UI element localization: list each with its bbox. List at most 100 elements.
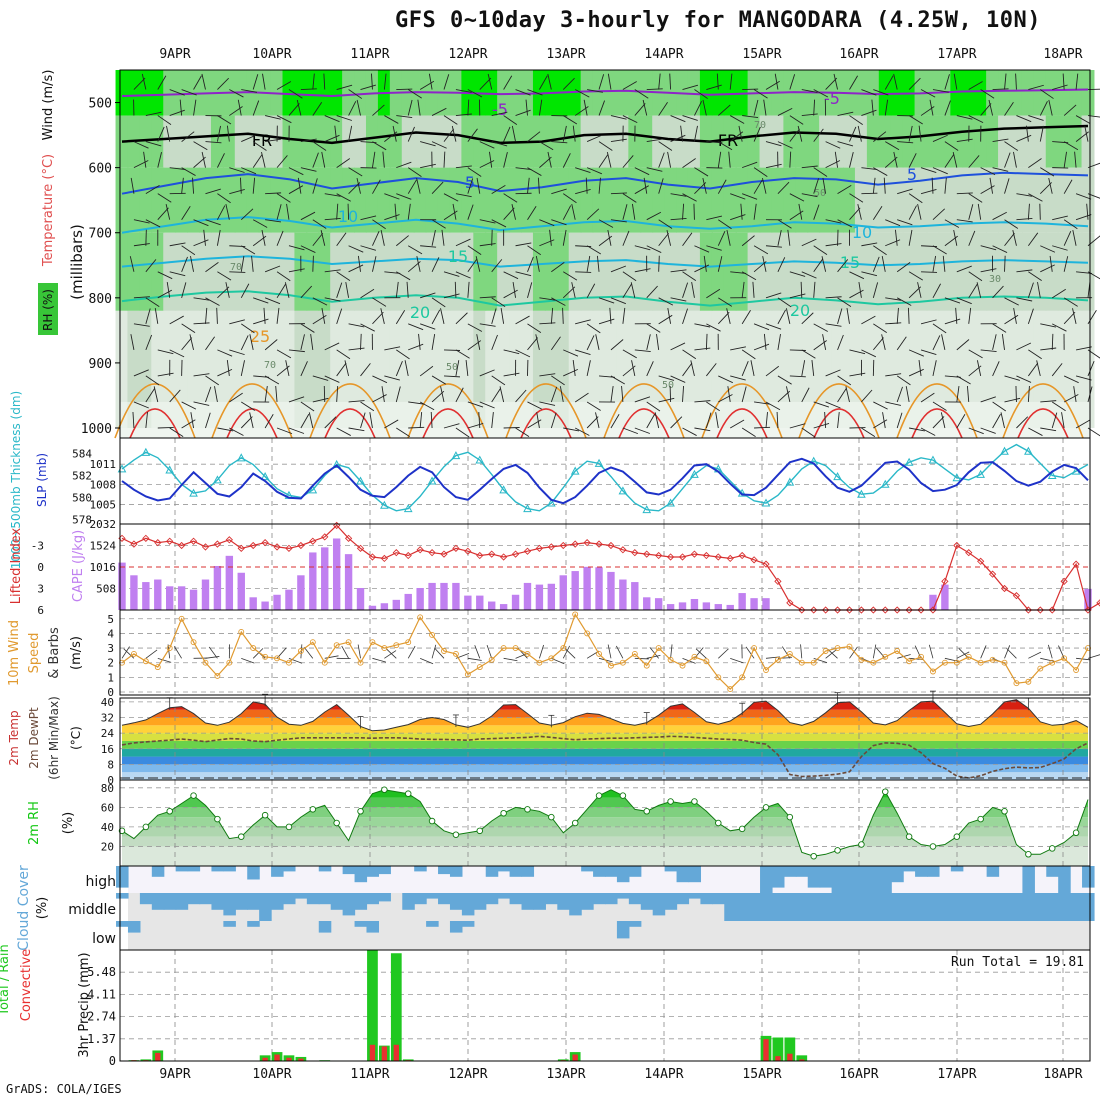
wind-barb	[467, 401, 484, 408]
wind-barb	[1004, 102, 1014, 116]
wind-barb	[324, 416, 337, 429]
wind-barb	[813, 204, 820, 220]
wind-speed-marker	[286, 659, 292, 666]
surface-wind-barb	[928, 644, 934, 659]
wind-barb	[240, 360, 245, 377]
cloud-cover-bar	[616, 921, 630, 939]
wind-speed-marker	[894, 648, 901, 654]
lifted-index-marker	[225, 536, 233, 544]
wind-barb	[454, 281, 457, 298]
wind-barb	[575, 189, 591, 195]
wind-barb	[288, 268, 305, 273]
wind-barb	[527, 282, 533, 298]
lifted-index-marker	[535, 544, 544, 553]
rh-shade-cell	[151, 70, 165, 116]
rh-shade-cell	[437, 167, 451, 233]
rh-shade-cell	[866, 70, 880, 116]
rh-shade-cell	[723, 70, 737, 116]
wind-barb	[658, 219, 673, 229]
li-tick-label: 6	[37, 604, 44, 617]
rh-shade-cell	[354, 70, 367, 116]
wind-barb	[742, 115, 759, 118]
wind-barb	[145, 259, 157, 273]
wind-barb	[527, 89, 543, 96]
surface-wind-barb	[357, 644, 361, 659]
cloud-cover-bar	[712, 893, 725, 905]
wind-barb	[130, 177, 135, 194]
wind-barb	[169, 242, 186, 247]
isotherm-line	[121, 171, 1089, 195]
wind-barb	[622, 155, 634, 168]
cloud-cover-bar	[688, 866, 702, 883]
wind-barb	[607, 229, 612, 246]
wind-barb	[181, 177, 184, 194]
wind-barb	[658, 375, 675, 381]
wind-barb	[718, 375, 733, 384]
wind-barb	[226, 125, 230, 142]
wind-barb	[428, 73, 433, 90]
wind-barb	[634, 89, 649, 99]
surface-wind-barb	[562, 645, 571, 659]
wind-barb	[1048, 177, 1053, 194]
wind-barb	[1048, 99, 1053, 116]
rh-shade-cell	[401, 167, 415, 233]
lifted-index-marker	[965, 549, 973, 557]
wind-axis-label: Wind (m/s)	[41, 70, 56, 141]
wind-speed-marker	[822, 648, 829, 654]
wind-barb	[550, 307, 554, 324]
wind-barb	[896, 307, 899, 324]
wind-barb	[968, 115, 984, 124]
wind-barb	[968, 271, 983, 282]
wind-barb	[905, 386, 910, 403]
cape-bar	[356, 587, 365, 610]
isotherm-30-arc	[813, 408, 865, 439]
wind-barb	[1040, 264, 1055, 273]
wind-speed-marker	[214, 672, 221, 679]
isotherm-25-arc	[603, 383, 685, 439]
surface-wind-barb	[718, 648, 729, 659]
wind-barb	[741, 161, 758, 169]
wind-barb	[1036, 360, 1041, 377]
wind-barb	[622, 230, 630, 246]
wind-barb	[667, 151, 672, 168]
wind-barb	[825, 296, 842, 299]
wind-speed-marker	[536, 659, 543, 666]
wind-barb	[980, 103, 992, 116]
wind-barb	[1016, 342, 1032, 351]
wind-speed-marker	[989, 656, 996, 663]
rh-shade-cell	[819, 167, 833, 233]
wind-barb	[885, 401, 901, 406]
rh-contour-label: 50	[446, 362, 458, 373]
rh-shade-cell	[616, 232, 630, 311]
wind-barb	[801, 427, 816, 438]
2m-rh-marker	[858, 841, 865, 848]
wind-barb	[646, 88, 663, 90]
wind-barb	[881, 334, 886, 350]
cloud-cover-bar	[449, 893, 463, 910]
wind-barb	[451, 125, 457, 142]
lifted-index-marker	[655, 551, 663, 560]
wind-barb	[323, 73, 326, 90]
surface-wind-barb	[649, 647, 659, 659]
rh-shade-cell	[616, 310, 630, 428]
wind-barb	[312, 232, 324, 247]
rh-shade-cell	[676, 167, 689, 233]
rh-shade-cell	[938, 115, 952, 168]
wind-barb	[395, 309, 406, 325]
wind-barb	[705, 333, 708, 350]
wind-barb	[491, 308, 497, 324]
wind-barb	[670, 416, 683, 429]
rh-shade-cell	[926, 167, 940, 233]
wind-barb	[527, 177, 530, 194]
wind-barb	[347, 203, 350, 220]
rh-shade-cell	[1033, 70, 1047, 116]
wind-barb	[264, 386, 268, 403]
2m-rh-marker	[500, 809, 507, 817]
wind-barb	[682, 84, 699, 90]
wind-barb	[1004, 375, 1021, 381]
2m-rh-marker	[476, 827, 484, 835]
wind-barb	[193, 239, 209, 247]
surface-wind-barb	[956, 651, 970, 659]
wind-barb	[205, 386, 212, 403]
wind-barb	[1037, 281, 1041, 298]
